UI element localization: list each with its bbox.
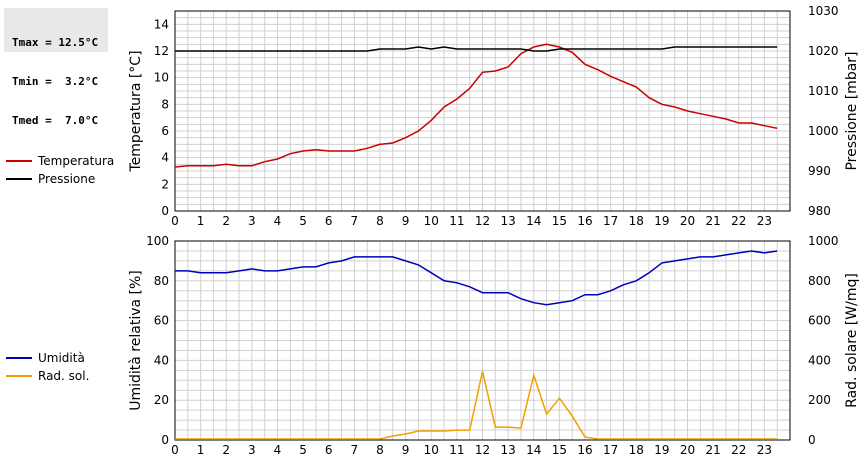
y-tick-label: 14 <box>154 17 169 31</box>
x-tick-label: 3 <box>248 443 256 457</box>
x-tick-label: 22 <box>731 214 746 228</box>
x-tick-label: 1 <box>197 214 205 228</box>
x-tick-label: 11 <box>449 443 464 457</box>
stats-box: Tmax = 12.5°C Tmin = 3.2°C Tmed = 7.0°C <box>4 8 108 127</box>
x-tick-label: 2 <box>222 214 230 228</box>
x-tick-label: 19 <box>654 214 669 228</box>
x-tick-label: 6 <box>325 443 333 457</box>
x-tick-label: 5 <box>299 443 307 457</box>
y2-tick-label: 600 <box>808 314 831 328</box>
x-tick-label: 11 <box>449 214 464 228</box>
x-tick-label: 2 <box>222 443 230 457</box>
x-tick-label: 13 <box>500 214 515 228</box>
x-tick-label: 4 <box>274 443 282 457</box>
x-tick-label: 20 <box>680 443 695 457</box>
y-tick-label: 0 <box>161 204 169 218</box>
series-line-temperatura <box>174 43 778 168</box>
x-tick-label: 23 <box>757 214 772 228</box>
x-tick-label: 14 <box>526 214 541 228</box>
y2-tick-label: 990 <box>808 164 831 178</box>
y-tick-label: 20 <box>154 393 169 407</box>
y2-tick-label: 400 <box>808 353 831 367</box>
x-tick-label: 16 <box>577 443 592 457</box>
plot-frame <box>174 240 791 441</box>
y2-tick-label: 1000 <box>808 124 839 138</box>
x-tick-label: 12 <box>475 443 490 457</box>
y-tick-label: 10 <box>154 71 169 85</box>
plot-frame <box>174 10 791 212</box>
humidity-radiation-chart: 0 1 2 3 4 5 6 7 8 9 10 11 12 13 14 15 16 17 18 19 20 21 22 2302… <box>6 234 860 457</box>
x-tick-label: 1 <box>197 443 205 457</box>
series-line-rad-sol <box>175 371 778 440</box>
legend-label-pressione: Pressione <box>38 172 95 186</box>
y2-tick-label: 1030 <box>808 4 839 18</box>
x-tick-label: 19 <box>654 443 669 457</box>
y-tick-label: 4 <box>161 151 169 165</box>
y2-tick-label: 0 <box>808 433 816 447</box>
x-tick-label: 8 <box>376 214 384 228</box>
legend-label-rad-sol: Rad. sol. <box>38 369 89 383</box>
x-tick-label: 20 <box>680 214 695 228</box>
y2-tick-label: 800 <box>808 274 831 288</box>
y2-tick-label: 1020 <box>808 44 839 58</box>
x-tick-label: 15 <box>552 214 567 228</box>
x-tick-label: 13 <box>500 443 515 457</box>
temperature-pressure-chart: 0 1 2 3 4 5 6 7 8 9 10 11 12 13 14 15 16 17 18 19 20 21 22 2302… <box>6 4 860 228</box>
series-line-umidit <box>175 250 778 306</box>
y-tick-label: 40 <box>154 353 169 367</box>
x-tick-label: 7 <box>351 443 359 457</box>
y-axis-title: Umidità relativa [%] <box>128 270 144 411</box>
x-tick-label: 8 <box>376 443 384 457</box>
y2-axis-title: Rad. solare [W/mq] <box>844 273 860 408</box>
series-line-pressione <box>175 46 778 52</box>
x-tick-label: 10 <box>424 443 439 457</box>
y2-tick-label: 1000 <box>808 234 839 248</box>
y-tick-label: 0 <box>161 433 169 447</box>
y-tick-label: 12 <box>154 44 169 58</box>
y2-tick-label: 200 <box>808 393 831 407</box>
legend-label-umidit: Umidità <box>38 351 85 365</box>
y-tick-label: 100 <box>146 234 169 248</box>
x-tick-label: 4 <box>274 214 282 228</box>
x-tick-label: 18 <box>629 214 644 228</box>
legend-label-temperatura: Temperatura <box>37 154 114 168</box>
x-tick-label: 0 <box>171 443 179 457</box>
x-tick-label: 9 <box>402 443 410 457</box>
y-tick-label: 8 <box>161 97 169 111</box>
stat-tmin: Tmin = 3.2°C <box>12 75 99 88</box>
x-tick-label: 17 <box>603 443 618 457</box>
y2-tick-label: 980 <box>808 204 831 218</box>
x-tick-label: 10 <box>424 214 439 228</box>
x-tick-label: 22 <box>731 443 746 457</box>
x-tick-label: 21 <box>705 443 720 457</box>
stat-tmed: Tmed = 7.0°C <box>12 114 99 127</box>
x-tick-label: 15 <box>552 443 567 457</box>
y-tick-label: 2 <box>161 177 169 191</box>
stat-tmax: Tmax = 12.5°C <box>12 36 99 49</box>
x-tick-label: 21 <box>705 214 720 228</box>
x-tick-label: 17 <box>603 214 618 228</box>
x-tick-label: 3 <box>248 214 256 228</box>
x-tick-label: 16 <box>577 214 592 228</box>
y2-axis-title: Pressione [mbar] <box>844 51 860 170</box>
x-tick-label: 14 <box>526 443 541 457</box>
x-tick-label: 7 <box>351 214 359 228</box>
x-tick-label: 12 <box>475 214 490 228</box>
x-tick-label: 5 <box>299 214 307 228</box>
x-tick-label: 0 <box>171 214 179 228</box>
y2-tick-label: 1010 <box>808 84 839 98</box>
x-tick-label: 9 <box>402 214 410 228</box>
y-axis-title: Temperatura [°C] <box>128 50 144 172</box>
x-tick-label: 23 <box>757 443 772 457</box>
y-tick-label: 6 <box>161 124 169 138</box>
y-tick-label: 60 <box>154 314 169 328</box>
x-tick-label: 18 <box>629 443 644 457</box>
x-tick-label: 6 <box>325 214 333 228</box>
y-tick-label: 80 <box>154 274 169 288</box>
